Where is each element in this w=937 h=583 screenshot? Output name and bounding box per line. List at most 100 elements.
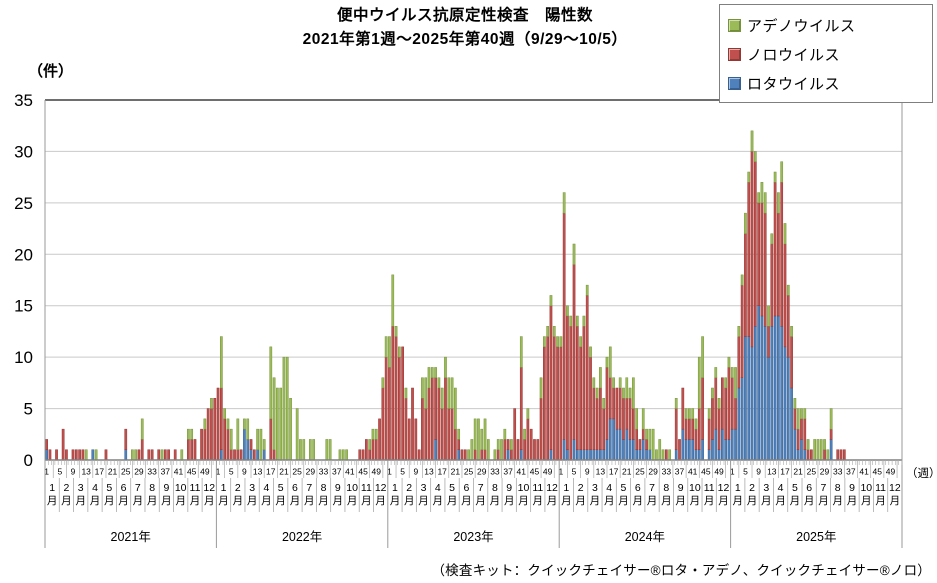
svg-text:4: 4 (778, 482, 784, 494)
svg-text:4: 4 (92, 482, 98, 494)
rota-series-marker-icon (728, 77, 741, 90)
svg-text:5: 5 (229, 467, 234, 477)
svg-text:5: 5 (57, 467, 62, 477)
svg-text:37: 37 (846, 467, 856, 477)
svg-text:12: 12 (203, 482, 215, 494)
test-kit-caption: （検査キット：クイックチェイサー®ロタ・アデノ、クイックチェイサー®ノロ） (431, 563, 931, 578)
svg-text:6: 6 (463, 482, 469, 494)
svg-text:11: 11 (875, 482, 886, 494)
svg-text:8: 8 (492, 482, 498, 494)
svg-text:17: 17 (609, 467, 619, 477)
svg-text:21: 21 (622, 467, 632, 477)
svg-text:29: 29 (648, 467, 658, 477)
svg-text:9: 9 (413, 467, 418, 477)
svg-text:7: 7 (135, 482, 141, 494)
svg-text:9: 9 (506, 482, 512, 494)
svg-text:5: 5 (792, 482, 798, 494)
svg-text:月: 月 (147, 495, 158, 507)
svg-text:月: 月 (175, 495, 186, 507)
svg-text:10: 10 (860, 482, 872, 494)
svg-text:月: 月 (561, 495, 572, 507)
svg-text:月: 月 (461, 495, 472, 507)
svg-text:8: 8 (321, 482, 327, 494)
svg-text:9: 9 (756, 467, 761, 477)
svg-text:25: 25 (464, 467, 474, 477)
svg-text:月: 月 (890, 495, 901, 507)
svg-text:月: 月 (433, 495, 444, 507)
svg-text:30: 30 (14, 142, 33, 161)
svg-text:33: 33 (833, 467, 843, 477)
svg-text:月: 月 (504, 495, 515, 507)
svg-text:3: 3 (763, 482, 769, 494)
svg-text:20: 20 (14, 245, 33, 264)
svg-text:月: 月 (475, 495, 486, 507)
svg-text:5: 5 (400, 467, 405, 477)
svg-text:月: 月 (790, 495, 801, 507)
legend-item-noro: ノロウイルス (728, 40, 932, 69)
svg-text:11: 11 (190, 482, 201, 494)
svg-text:8: 8 (835, 482, 841, 494)
svg-text:2: 2 (406, 482, 412, 494)
svg-text:2021年: 2021年 (111, 530, 151, 544)
svg-text:6: 6 (806, 482, 812, 494)
svg-text:41: 41 (517, 467, 527, 477)
svg-text:月: 月 (118, 495, 129, 507)
svg-text:月: 月 (333, 495, 344, 507)
svg-text:月: 月 (47, 495, 58, 507)
svg-text:月: 月 (675, 495, 686, 507)
svg-text:5: 5 (24, 400, 33, 419)
svg-text:月: 月 (575, 495, 586, 507)
svg-text:2025年: 2025年 (796, 530, 836, 544)
svg-text:25: 25 (635, 467, 645, 477)
legend-label-adeno: アデノウイルス (747, 18, 856, 35)
svg-text:9: 9 (585, 467, 590, 477)
svg-text:49: 49 (886, 467, 896, 477)
svg-text:15: 15 (14, 297, 33, 316)
svg-text:月: 月 (347, 495, 358, 507)
svg-text:37: 37 (161, 467, 171, 477)
noro-series-marker-icon (728, 48, 741, 61)
svg-text:5: 5 (278, 482, 284, 494)
svg-text:10: 10 (518, 482, 530, 494)
svg-text:13: 13 (767, 467, 777, 477)
svg-text:月: 月 (618, 495, 629, 507)
legend: アデノウイルス ノロウイルス ロタウイルス (719, 4, 933, 103)
svg-text:41: 41 (174, 467, 184, 477)
svg-text:1: 1 (44, 467, 49, 477)
svg-text:月: 月 (661, 495, 672, 507)
svg-text:12: 12 (546, 482, 558, 494)
svg-text:2024年: 2024年 (625, 530, 665, 544)
svg-text:4: 4 (435, 482, 441, 494)
x-axis: 1 5 9 13 17 21 25 29 33 37 41 45 491月2月3月4月5月6月7月8月9… (44, 460, 903, 548)
svg-text:13: 13 (81, 467, 91, 477)
svg-text:月: 月 (290, 495, 301, 507)
svg-text:5: 5 (743, 467, 748, 477)
svg-text:2: 2 (235, 482, 241, 494)
svg-text:25: 25 (292, 467, 302, 477)
svg-text:7: 7 (649, 482, 655, 494)
bar-series (45, 130, 846, 461)
svg-text:9: 9 (242, 467, 247, 477)
svg-text:29: 29 (306, 467, 316, 477)
svg-text:月: 月 (361, 495, 372, 507)
svg-text:月: 月 (304, 495, 315, 507)
legend-label-noro: ノロウイルス (747, 47, 841, 64)
svg-text:1: 1 (49, 482, 55, 494)
svg-text:11: 11 (361, 482, 372, 494)
svg-text:49: 49 (714, 467, 724, 477)
svg-text:49: 49 (200, 467, 210, 477)
svg-text:9: 9 (678, 482, 684, 494)
svg-text:9: 9 (335, 482, 341, 494)
svg-text:41: 41 (345, 467, 355, 477)
svg-text:5: 5 (572, 467, 577, 477)
svg-text:45: 45 (873, 467, 883, 477)
svg-text:33: 33 (319, 467, 329, 477)
svg-text:月: 月 (861, 495, 872, 507)
svg-text:29: 29 (820, 467, 830, 477)
svg-text:45: 45 (358, 467, 368, 477)
svg-text:月: 月 (90, 495, 101, 507)
legend-item-rota: ロタウイルス (728, 69, 932, 98)
svg-text:1: 1 (563, 482, 569, 494)
svg-text:17: 17 (437, 467, 447, 477)
svg-text:45: 45 (701, 467, 711, 477)
